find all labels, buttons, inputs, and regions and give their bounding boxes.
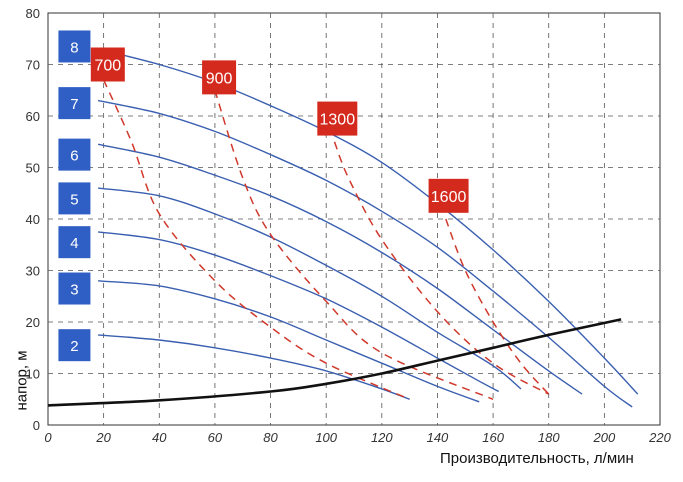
x-tick-label: 60: [208, 430, 223, 445]
power-badge-1300: 1300: [317, 101, 358, 136]
y-tick-label: 20: [26, 315, 40, 330]
pump-badge-box: [58, 182, 91, 215]
y-tick-label: 0: [33, 418, 40, 433]
pump-badge-label: 3: [70, 282, 78, 299]
pump-badge-2: 2: [58, 329, 91, 362]
power-badge-box: [202, 60, 237, 95]
y-tick-label: 60: [26, 109, 40, 124]
y-tick-label: 50: [26, 161, 40, 176]
pump-badge-label: 8: [70, 39, 78, 56]
power-badge-label: 1300: [320, 112, 356, 129]
pump-curve-4: [98, 231, 500, 393]
x-tick-label: 140: [427, 430, 449, 445]
pump-curve-5: [98, 187, 522, 390]
system-curve: [47, 318, 622, 407]
power-badge-label: 900: [206, 70, 233, 87]
power-line-1600: [445, 218, 550, 395]
x-tick-label: 40: [152, 430, 167, 445]
pump-curve-2: [98, 334, 410, 400]
y-tick-label: 80: [26, 6, 40, 21]
pump-badge-8: 8: [58, 30, 91, 63]
x-tick-label: 160: [482, 430, 504, 445]
power-badge-label: 1600: [431, 189, 467, 206]
pump-badge-box: [58, 329, 91, 362]
power-badge-label: 700: [94, 58, 121, 75]
pump-curve-6: [97, 143, 583, 395]
pump-badge-label: 2: [70, 338, 78, 355]
pump-badge-label: 7: [70, 96, 78, 113]
pump-curve-7: [97, 99, 633, 408]
x-tick-label: 80: [263, 430, 278, 445]
power-badge-box: [428, 178, 469, 213]
pump-badge-box: [58, 226, 91, 259]
pump-badge-label: 4: [70, 235, 78, 252]
y-tick-label: 30: [26, 264, 40, 279]
power-badge-1600: 1600: [428, 178, 469, 213]
x-tick-label: 100: [315, 430, 337, 445]
x-tick-label: 180: [538, 430, 560, 445]
pump-badge-box: [58, 272, 91, 305]
x-tick-label: 120: [371, 430, 393, 445]
y-tick-label: 70: [26, 58, 40, 73]
power-line-900: [214, 90, 494, 400]
y-tick-label: 10: [26, 367, 40, 382]
pump-badge-3: 3: [58, 272, 91, 305]
power-badge-700: 700: [90, 47, 125, 82]
power-badge-box: [317, 101, 358, 136]
x-tick-label: 200: [593, 430, 616, 445]
pump-badge-6: 6: [58, 138, 91, 171]
pump-badge-5: 5: [58, 182, 91, 215]
pump-curve-3: [98, 280, 480, 403]
pump-badge-box: [58, 30, 91, 63]
pump-badge-label: 6: [70, 148, 78, 165]
power-line-1300: [333, 141, 550, 395]
pump-badge-box: [58, 87, 91, 120]
y-tick-label: 40: [26, 212, 40, 227]
power-badge-box: [90, 47, 125, 82]
x-tick-label: 220: [648, 430, 671, 445]
pump-badge-7: 7: [58, 87, 91, 120]
power-line-700: [102, 79, 410, 400]
x-axis-label: Производительность, л/мин: [440, 450, 634, 467]
x-tick-label: 0: [44, 430, 52, 445]
pump-badge-label: 5: [70, 191, 78, 208]
power-badge-900: 900: [202, 60, 237, 95]
x-tick-label: 20: [95, 430, 111, 445]
pump-badge-box: [58, 138, 91, 171]
pump-badge-4: 4: [58, 226, 91, 259]
y-axis-label: напор, м: [13, 350, 31, 411]
